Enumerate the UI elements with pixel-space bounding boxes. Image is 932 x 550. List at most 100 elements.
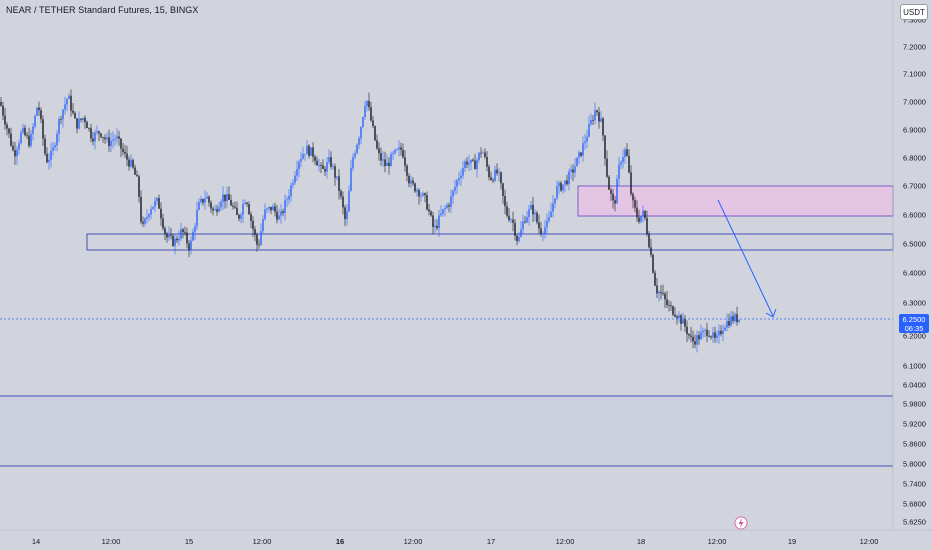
candle-body bbox=[282, 211, 284, 214]
candle-body bbox=[14, 150, 16, 157]
candle-body bbox=[164, 228, 166, 234]
candle-body bbox=[206, 196, 208, 199]
candle-body bbox=[726, 320, 728, 328]
candle-body bbox=[204, 198, 206, 203]
candle-body bbox=[102, 136, 104, 138]
y-tick-label: 5.6250 bbox=[903, 518, 926, 527]
candle-body bbox=[272, 206, 274, 211]
candle-body bbox=[390, 154, 392, 167]
candle-body bbox=[500, 172, 502, 184]
candle-body bbox=[122, 148, 124, 152]
projection-arrow-line[interactable] bbox=[717, 199, 774, 317]
y-tick-label: 5.9800 bbox=[903, 400, 926, 409]
candle-body bbox=[170, 234, 172, 236]
candle-body bbox=[22, 127, 24, 133]
y-axis-ticks[interactable]: 7.3000 7.2000 7.1000 7.0000 6.9000 6.8000 6.70… bbox=[903, 16, 926, 527]
candle-body bbox=[336, 176, 338, 178]
candle-body bbox=[440, 213, 442, 216]
candle-body bbox=[266, 208, 268, 210]
candle-body bbox=[236, 207, 238, 215]
candle-body bbox=[32, 126, 34, 134]
candle-body bbox=[590, 119, 592, 125]
candle-body bbox=[310, 147, 312, 156]
candle-body bbox=[592, 119, 594, 121]
candle-body bbox=[140, 196, 142, 222]
candle-body bbox=[192, 231, 194, 241]
candle-body bbox=[614, 200, 616, 204]
candle-body bbox=[588, 124, 590, 137]
candle-body bbox=[688, 334, 690, 336]
candle-body bbox=[456, 180, 458, 187]
candle-body bbox=[116, 136, 118, 139]
lower-range-band bbox=[0, 396, 893, 466]
candle-body bbox=[34, 115, 36, 127]
candle-body bbox=[526, 217, 528, 223]
candle-body bbox=[172, 235, 174, 246]
candle-body bbox=[196, 209, 198, 227]
candle-body bbox=[450, 196, 452, 207]
candle-body bbox=[240, 214, 242, 219]
x-axis-ticks[interactable]: 14 12:00 15 12:00 16 12:00 17 12:00 18 12:00 19 12:… bbox=[32, 537, 879, 546]
candle-body bbox=[214, 209, 216, 211]
candle-body bbox=[524, 221, 526, 223]
y-tick-label: 5.9200 bbox=[903, 420, 926, 429]
candle-body bbox=[104, 137, 106, 140]
candle-body bbox=[564, 180, 566, 185]
candle-body bbox=[694, 341, 696, 345]
candle-body bbox=[664, 293, 666, 300]
supply-zone-rect[interactable] bbox=[577, 185, 894, 217]
candle-body bbox=[608, 176, 610, 190]
candle-body bbox=[412, 180, 414, 184]
candle-body bbox=[542, 233, 544, 235]
candle-body bbox=[82, 117, 84, 120]
candle-body bbox=[346, 211, 348, 220]
candle-body bbox=[326, 162, 328, 172]
candle-body bbox=[270, 206, 272, 211]
candle-body bbox=[370, 107, 372, 121]
candle-body bbox=[340, 190, 342, 197]
candle-body bbox=[442, 209, 444, 214]
candle-body bbox=[586, 136, 588, 142]
candle-body bbox=[56, 133, 58, 146]
y-tick-label: 6.5000 bbox=[903, 240, 926, 249]
candle-body bbox=[522, 221, 524, 230]
candle-body bbox=[350, 168, 352, 191]
candle-body bbox=[640, 216, 642, 222]
candle-body bbox=[734, 314, 736, 321]
candle-body bbox=[568, 171, 570, 185]
candle-body bbox=[306, 145, 308, 155]
candle-body bbox=[520, 229, 522, 237]
candle-body bbox=[300, 158, 302, 162]
candle-body bbox=[654, 272, 656, 286]
candle-body bbox=[452, 190, 454, 197]
candle-body bbox=[302, 154, 304, 159]
candle-body bbox=[162, 218, 164, 229]
candle-body bbox=[54, 145, 56, 148]
candle-body bbox=[250, 214, 252, 221]
currency-button[interactable]: USDT bbox=[900, 4, 928, 20]
candle-body bbox=[538, 222, 540, 229]
candle-body bbox=[618, 164, 620, 179]
candle-body bbox=[656, 285, 658, 294]
candle-body bbox=[626, 149, 628, 156]
candle-body bbox=[528, 209, 530, 218]
y-tick-label: 5.8000 bbox=[903, 460, 926, 469]
y-tick-label: 5.6800 bbox=[903, 500, 926, 509]
candle-body bbox=[570, 169, 572, 172]
candle-body bbox=[80, 118, 82, 120]
y-tick-label: 6.8000 bbox=[903, 154, 926, 163]
candle-body bbox=[382, 159, 384, 161]
candle-body bbox=[166, 233, 168, 238]
candle-body bbox=[516, 235, 518, 242]
candle-body bbox=[646, 218, 648, 234]
candle-body bbox=[264, 209, 266, 220]
candle-body bbox=[690, 335, 692, 337]
candle-body bbox=[246, 202, 248, 205]
candle-body bbox=[94, 132, 96, 142]
candle-body bbox=[492, 179, 494, 181]
candle-body bbox=[364, 106, 366, 118]
candle-body bbox=[218, 207, 220, 212]
candle-body bbox=[678, 315, 680, 319]
y-tick-label: 6.7000 bbox=[903, 182, 926, 191]
